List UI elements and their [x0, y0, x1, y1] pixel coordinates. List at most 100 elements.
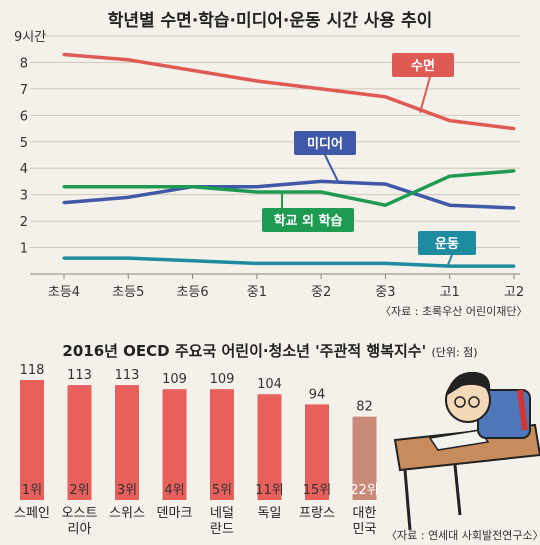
data-point: [512, 169, 516, 173]
y-tick-label: 2: [20, 215, 28, 230]
x-tick-label: 초등4: [48, 285, 80, 300]
x-tick-label: 초등6: [176, 285, 208, 300]
series-label-box: [294, 131, 356, 155]
bar-rank-label: 15위: [303, 483, 332, 498]
data-point: [62, 185, 66, 189]
bar-rank-label: 3위: [117, 483, 137, 498]
bar-category-label: 대한: [353, 506, 377, 521]
bar: [257, 394, 282, 500]
data-point: [448, 264, 452, 268]
bar-value-label: 109: [162, 372, 187, 387]
bar-category-label: 리아: [68, 522, 92, 537]
bar-chart-title-text: 2016년 OECD 주요국 어린이·청소년 '주관적 행복지수': [62, 342, 427, 360]
open-book: [428, 429, 490, 451]
bar: [305, 404, 329, 500]
bar-category-label: 민국: [353, 522, 377, 537]
data-point: [319, 87, 323, 91]
bar-rank-label: 11위: [255, 483, 284, 498]
bar-chart-title: 2016년 OECD 주요국 어린이·청소년 '주관적 행복지수' (단위: 점…: [0, 340, 540, 361]
data-point: [62, 53, 66, 57]
series-line: [63, 179, 515, 210]
bar-rank-label: 5위: [212, 483, 232, 498]
student-tie: [517, 389, 528, 431]
label-leader: [324, 154, 339, 182]
series-label: 학교 외 학습: [274, 213, 343, 229]
y-unit-label: 9시간: [14, 30, 46, 45]
x-tick-label: 중3: [375, 285, 395, 300]
data-point: [255, 185, 259, 189]
x-tick-label: 중2: [311, 285, 331, 300]
bar-category-label: 스페인: [14, 506, 50, 521]
y-tick-label: 4: [20, 162, 28, 177]
y-tick-label: 1: [20, 242, 28, 257]
series-label-box: [262, 208, 354, 232]
bar-category-label: 오스트: [62, 506, 98, 521]
bar-rank-label: 2위: [69, 483, 89, 498]
series-label: 수면: [411, 58, 435, 74]
data-point: [383, 182, 387, 186]
data-point: [512, 264, 516, 268]
series-line: [64, 169, 515, 207]
bar: [67, 385, 92, 500]
data-point: [383, 203, 387, 207]
student-glasses: [468, 396, 480, 408]
bar-rank-label: 4위: [164, 483, 184, 498]
x-tick-label: 고1: [440, 285, 460, 300]
bar: [115, 385, 139, 500]
student-illustration: [393, 371, 540, 531]
y-tick-label: 7: [20, 83, 28, 98]
data-point: [255, 190, 259, 194]
x-tick-label: 초등5: [112, 285, 144, 300]
data-point: [448, 203, 452, 207]
y-tick-label: 3: [20, 189, 28, 204]
bar: [352, 416, 377, 500]
x-tick-label: 중1: [247, 285, 267, 300]
series-label-box: [392, 53, 454, 77]
data-point: [448, 119, 452, 123]
data-point: [126, 256, 130, 260]
bar-chart-source: 〈자료 : 연세대 사회발전연구소〉: [386, 529, 540, 542]
bar-value-label: 113: [67, 368, 92, 383]
bar-category-label: 덴마크: [157, 506, 193, 521]
y-tick-label: 8: [20, 56, 28, 71]
bar: [20, 380, 44, 500]
series-line: [64, 256, 514, 268]
y-tick-label: 5: [20, 136, 28, 151]
bar: [210, 389, 234, 500]
data-point: [62, 201, 66, 205]
bar-rank-label: 1위: [22, 483, 42, 498]
student-glasses: [454, 396, 466, 408]
desk-leg: [403, 469, 412, 531]
bar-value-label: 104: [257, 377, 282, 392]
bar-value-label: 113: [115, 368, 140, 383]
bar-value-label: 109: [210, 372, 235, 387]
data-point: [191, 68, 195, 72]
data-point: [383, 261, 387, 265]
series-label: 미디어: [307, 136, 343, 152]
label-leader: [419, 76, 431, 113]
line-chart-source: 〈자료 : 초록우산 어린이재단〉: [380, 305, 528, 318]
student-hair: [446, 371, 491, 396]
bar-value-label: 118: [20, 363, 45, 378]
data-point: [448, 174, 452, 178]
bar: [162, 389, 187, 500]
label-leader: [447, 254, 453, 266]
bar-category-label: 독일: [258, 506, 282, 521]
x-tick-label: 고2: [504, 285, 524, 300]
data-point: [62, 256, 66, 260]
data-point: [126, 185, 130, 189]
data-point: [512, 127, 516, 131]
data-point: [191, 185, 195, 189]
bar-category-label: 스위스: [109, 506, 145, 521]
data-point: [319, 179, 323, 183]
series-line: [63, 52, 515, 131]
series-label: 운동: [435, 237, 459, 252]
data-point: [512, 206, 516, 210]
bar-category-label: 란드: [210, 522, 234, 537]
data-point: [126, 195, 130, 199]
bar-category-label: 프랑스: [299, 506, 335, 521]
y-tick-label: 6: [20, 109, 28, 124]
bar-rank-label: 22위: [350, 483, 379, 498]
